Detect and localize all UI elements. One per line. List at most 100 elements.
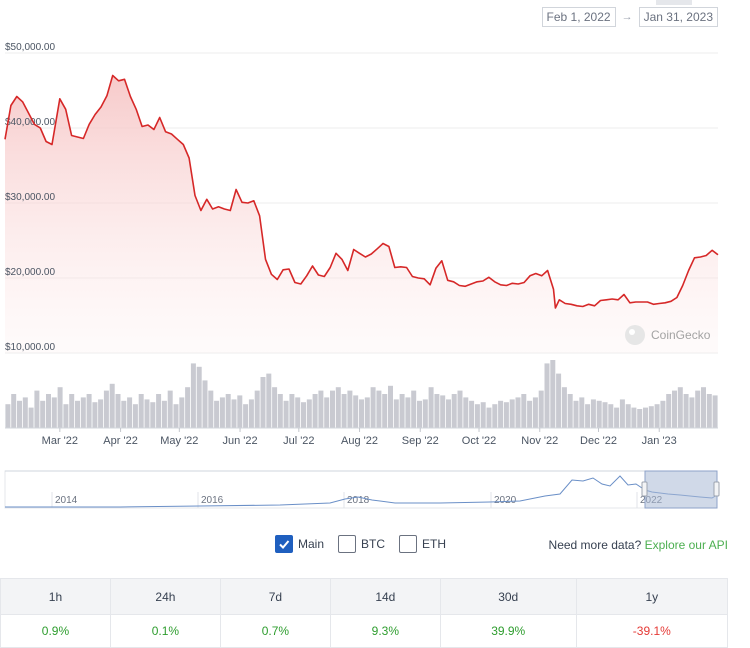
volume-bar [440,395,446,428]
volume-bar [63,404,69,428]
btc-checkbox[interactable] [338,535,357,553]
navigator-left-handle[interactable] [641,481,648,497]
x-tick-label: May '22 [160,435,198,447]
volume-bar [28,407,34,428]
x-tick-label: Mar '22 [42,435,78,447]
volume-bar [132,404,138,428]
watermark-label: CoinGecko [651,328,711,342]
volume-bar [521,394,527,428]
volume-bar [295,397,301,428]
volume-bar [138,394,144,428]
volume-bar [515,397,521,428]
volume-bar [666,394,672,428]
main-checkbox[interactable] [275,535,293,553]
volume-bar [330,390,335,428]
volume-bar [706,394,712,428]
volume-bar [260,377,266,428]
volume-bar [359,399,364,428]
x-tick-label: Oct '22 [462,435,497,447]
end-date-input[interactable]: Jan 31, 2023 [638,7,718,27]
x-tick-label: Dec '22 [580,435,617,447]
volume-bar [272,387,278,428]
range-navigator[interactable]: 20142016201820202022 [4,470,720,509]
volume-bar [161,400,167,428]
volume-bar [254,390,260,428]
header-1h: 1h [0,578,111,615]
volume-bar [428,387,434,428]
start-date-input[interactable]: Feb 1, 2022 [541,7,616,27]
volume-bar [643,407,648,428]
volume-bar [677,387,683,428]
volume-bar [324,397,330,428]
volume-bar [486,407,492,428]
eth-checkbox[interactable] [399,535,418,553]
volume-bar [492,404,498,428]
volume-bar [301,402,306,428]
volume-bar [127,397,133,428]
volume-bar [5,404,11,428]
btc-label: BTC [361,537,386,551]
volume-bar [92,402,98,428]
volume-bar [40,400,46,428]
volume-bar [202,380,208,428]
volume-bar [417,400,422,428]
volume-bar [312,394,318,428]
volume-bar [474,404,480,428]
volume-bar [86,394,92,428]
volume-bar [17,400,22,428]
volume-bar [446,399,451,428]
performance-header-row: 1h 24h 7d 14d 30d 1y [0,578,729,615]
volume-bar [109,383,115,428]
header-1y: 1y [575,578,729,615]
volume-bar [231,399,237,428]
more-data-prompt: Need more data? Explore our API [549,538,728,552]
value-30d: 39.9% [439,614,577,648]
volume-bar [185,387,191,428]
navigator-right-handle[interactable] [713,481,720,497]
volume-bar [144,399,150,428]
volume-bar [637,409,643,428]
volume-bar [237,395,243,428]
volume-bar [411,390,417,428]
toggle-btc[interactable]: BTC [338,535,385,553]
volume-bar [75,400,80,428]
y-tick-label: $10,000.00 [5,342,55,353]
volume-bar [208,390,214,428]
x-tick-label: Aug '22 [341,435,378,447]
header-14d: 14d [329,578,441,615]
navigator-frame [4,470,718,509]
y-axis-ticks: $50,000.00 $40,000.00 $30,000.00 $20,000.00… [5,42,55,353]
volume-bar [393,399,399,428]
x-tick-label: Jan '23 [642,435,677,447]
y-tick-label: $30,000.00 [5,192,55,203]
volume-bar [11,394,17,428]
volume-bar [283,400,289,428]
explore-api-link[interactable]: Explore our API [644,538,728,552]
toggle-eth[interactable]: ETH [399,535,446,553]
volume-bar [585,404,591,428]
value-1y: -39.1% [575,614,729,648]
x-axis-ticks: Mar '22 Apr '22 May '22 Jun '22 Jul '22 Aug '… [42,428,677,447]
volume-bar [335,387,341,428]
volume-bar [248,399,254,428]
y-tick-label: $50,000.00 [5,42,55,53]
price-chart[interactable]: $50,000.00 $40,000.00 $30,000.00 $20,000.00… [0,0,750,520]
volume-bar [457,390,463,428]
volume-bar [225,394,231,428]
navigator-selection[interactable] [644,470,718,509]
volume-bar [451,394,457,428]
volume-bar [689,397,695,428]
volume-bar [701,387,706,428]
volume-bar [498,400,504,428]
volume-bar [289,394,295,428]
x-tick-label: Sep '22 [402,435,439,447]
volume-bar [654,404,660,428]
volume-bar [382,394,388,428]
toggle-main[interactable]: Main [275,535,324,553]
volume-bar [353,395,359,428]
navigator-label: 2014 [55,495,78,506]
volume-bar [196,366,202,428]
volume-bar [364,397,370,428]
volume-bar [34,390,40,428]
